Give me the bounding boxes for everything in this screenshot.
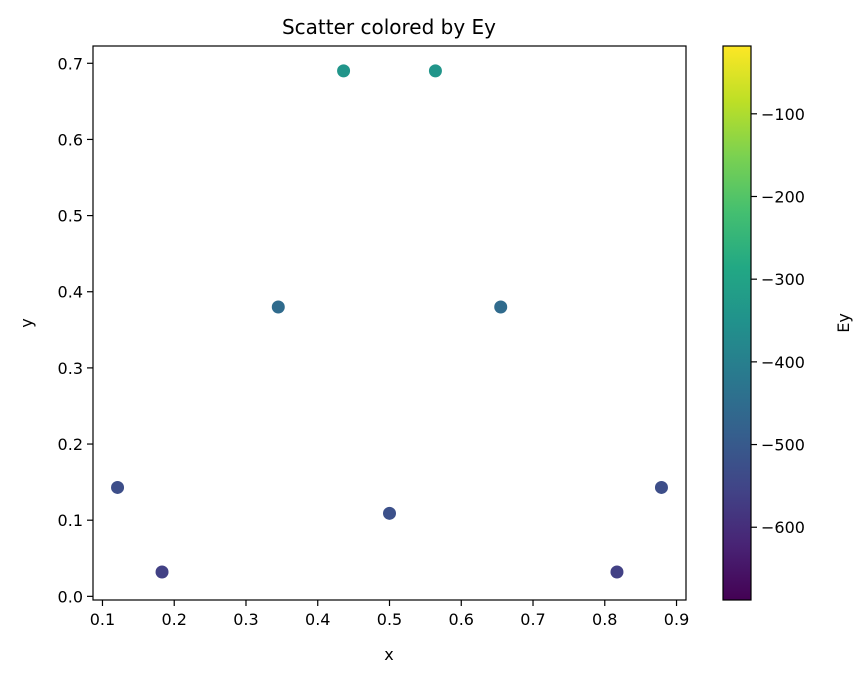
colorbar-gradient [723,46,751,600]
colorbar-tick-label-2: −300 [761,270,805,289]
data-point-8 [654,480,668,494]
x-tick-label-0: 0.1 [90,610,115,629]
data-point-5 [428,64,442,78]
x-tick-label-5: 0.6 [449,610,474,629]
data-point-1 [155,565,169,579]
colorbar-tick-label-4: −500 [761,436,805,455]
x-tick-label-4: 0.5 [377,610,402,629]
y-tick-label-6: 0.6 [58,130,83,149]
data-point-7 [610,565,624,579]
data-point-4 [383,506,396,520]
x-tick-label-3: 0.4 [305,610,330,629]
colorbar-tick-label-0: −100 [761,105,805,124]
y-tick-label-1: 0.1 [58,511,83,530]
x-axis-label: x [384,645,393,664]
y-tick-label-7: 0.7 [58,54,83,73]
x-tick-label-2: 0.3 [233,610,258,629]
x-tick-label-8: 0.9 [664,610,689,629]
colorbar-tick-label-3: −400 [761,353,805,372]
plot-area: 0.1 0.2 0.3 0.4 0.5 0.6 0.7 0.8 0.9 0.0 0.1 0.2 0.3 0… [58,45,689,629]
y-tick-label-3: 0.3 [58,359,83,378]
colorbar-tick-label-5: −600 [761,518,805,537]
colorbar-frame [722,45,752,601]
colorbar-label: Ey [834,313,853,333]
x-tick-label-1: 0.2 [162,610,187,629]
data-point-3 [337,64,351,78]
y-axis-label: y [17,318,36,327]
chart-title: Scatter colored by Ey [282,15,496,39]
colorbar: −100 −200 −300 −400 −500 −600 [722,45,805,601]
x-tick-label-7: 0.8 [592,610,617,629]
y-tick-label-4: 0.4 [58,283,83,302]
y-tick-label-5: 0.5 [58,207,83,226]
colorbar-tick-label-1: −200 [761,187,805,206]
data-point-2 [271,300,285,314]
data-point-0 [111,480,125,494]
y-tick-label-0: 0.0 [58,587,83,606]
x-tick-label-6: 0.7 [520,610,545,629]
data-point-6 [494,300,508,314]
y-tick-label-2: 0.2 [58,435,83,454]
